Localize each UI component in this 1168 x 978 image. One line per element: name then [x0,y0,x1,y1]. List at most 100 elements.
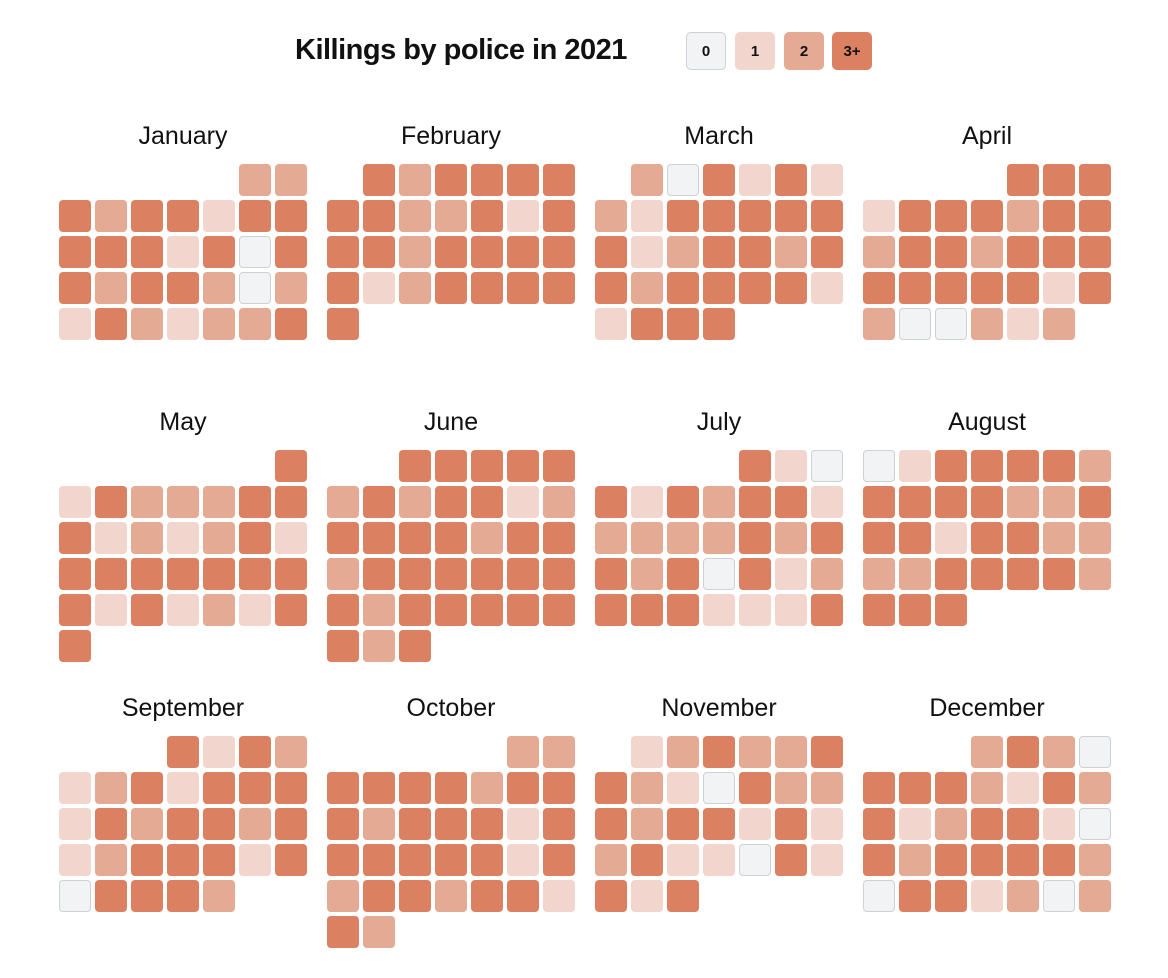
day-cell-august-8 [863,486,895,518]
day-cell-april-6 [935,200,967,232]
day-cell-march-23 [667,272,699,304]
day-cell-may-29 [275,594,307,626]
day-cell-october-9 [543,772,575,804]
day-cell-june-21 [363,558,395,590]
day-cell-august-4 [971,450,1003,482]
day-cell-february-26 [507,272,539,304]
day-cell-october-31 [327,916,359,948]
day-cell-december-16 [1007,808,1039,840]
day-cell-november-20 [811,808,843,840]
day-cell-july-4 [595,486,627,518]
day-cell-november-9 [667,772,699,804]
day-cell-september-29 [167,880,199,912]
day-cell-may-8 [275,486,307,518]
month-title-january: January [138,122,228,150]
day-cell-september-28 [131,880,163,912]
day-cell-december-24 [1043,844,1075,876]
day-cell-january-27 [167,308,199,340]
day-cell-january-23 [275,272,307,304]
day-cell-october-5 [399,772,431,804]
day-cell-december-31 [1043,880,1075,912]
day-cell-november-23 [667,844,699,876]
month-title-november: November [661,694,777,722]
day-cell-october-24 [327,880,359,912]
day-cell-september-3 [239,736,271,768]
day-cell-february-9 [399,200,431,232]
day-cell-september-5 [59,772,91,804]
day-cell-november-3 [703,736,735,768]
day-cell-october-17 [327,844,359,876]
day-cell-december-22 [971,844,1003,876]
day-cell-october-1 [507,736,539,768]
day-cell-november-22 [631,844,663,876]
day-cell-april-4 [863,200,895,232]
day-cell-june-2 [435,450,467,482]
day-cell-october-27 [435,880,467,912]
day-cell-june-23 [435,558,467,590]
day-cell-november-5 [775,736,807,768]
day-cell-september-17 [239,808,271,840]
day-cell-april-12 [899,236,931,268]
day-cell-january-22 [239,272,271,304]
day-cell-november-16 [667,808,699,840]
day-cell-may-20 [203,558,235,590]
day-cell-february-2 [399,164,431,196]
day-cell-june-6 [327,486,359,518]
day-cell-september-13 [95,808,127,840]
day-cell-november-19 [775,808,807,840]
day-cell-december-13 [899,808,931,840]
day-cell-january-4 [95,200,127,232]
day-cell-november-11 [739,772,771,804]
day-cell-july-14 [703,522,735,554]
day-cell-august-7 [1079,450,1111,482]
day-cell-august-19 [1007,522,1039,554]
legend-item-3plus: 3+ [832,32,872,70]
day-cell-april-24 [1079,272,1111,304]
day-cell-december-28 [935,880,967,912]
day-cell-march-10 [703,200,735,232]
day-cell-august-27 [1043,558,1075,590]
day-cell-november-27 [811,844,843,876]
day-cell-april-21 [971,272,1003,304]
day-cell-april-1 [1007,164,1039,196]
day-cell-november-13 [811,772,843,804]
day-cell-june-12 [543,486,575,518]
day-cell-march-26 [775,272,807,304]
day-cell-february-12 [507,200,539,232]
day-cell-march-4 [739,164,771,196]
day-cell-march-14 [595,236,627,268]
day-cell-may-3 [95,486,127,518]
day-cell-october-32 [363,916,395,948]
day-cell-august-24 [935,558,967,590]
day-cell-march-27 [811,272,843,304]
day-cell-march-21 [595,272,627,304]
day-cell-march-22 [631,272,663,304]
day-cell-november-12 [775,772,807,804]
day-cell-august-6 [1043,450,1075,482]
day-cell-december-2 [1007,736,1039,768]
day-cell-january-10 [59,236,91,268]
day-cell-december-9 [1007,772,1039,804]
day-cell-august-13 [1043,486,1075,518]
day-cell-march-1 [631,164,663,196]
day-cell-july-24 [811,558,843,590]
day-cell-february-23 [399,272,431,304]
legend-item-0: 0 [686,32,726,70]
day-cell-july-18 [595,558,627,590]
day-cell-july-10 [811,486,843,518]
day-cell-december-1 [971,736,1003,768]
day-cell-september-16 [203,808,235,840]
day-cell-may-1 [275,450,307,482]
day-cell-june-33 [543,594,575,626]
day-cell-june-10 [471,486,503,518]
day-cell-november-1 [631,736,663,768]
day-cell-april-2 [1043,164,1075,196]
day-cell-march-28 [595,308,627,340]
day-cell-september-24 [239,844,271,876]
day-cell-november-4 [739,736,771,768]
day-cell-april-8 [1007,200,1039,232]
day-cell-june-20 [327,558,359,590]
day-cell-june-7 [363,486,395,518]
day-cell-august-21 [1079,522,1111,554]
day-cell-march-5 [775,164,807,196]
